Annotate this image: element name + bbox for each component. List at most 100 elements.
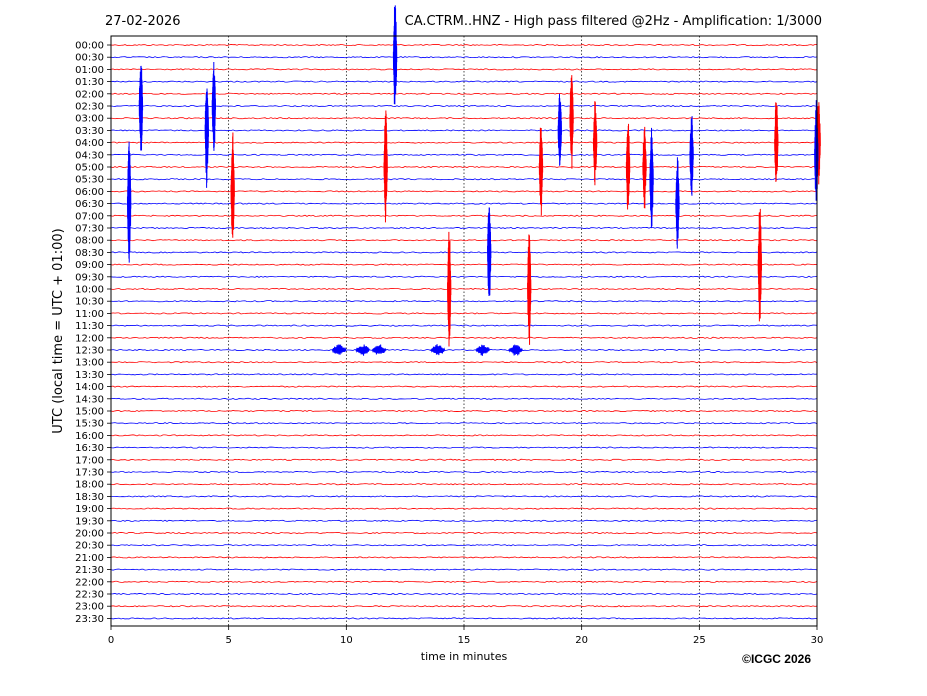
row-label-0230: 02:30 xyxy=(75,102,104,113)
seismic-events xyxy=(126,5,821,356)
row-label-0000: 00:00 xyxy=(75,41,104,52)
x-tick-label-5: 5 xyxy=(225,635,231,646)
row-label-1430: 14:30 xyxy=(75,394,104,405)
trace-row-1200 xyxy=(110,336,818,339)
event-burst-17 xyxy=(126,141,132,263)
event-burst-1 xyxy=(138,65,144,151)
row-label-0300: 03:00 xyxy=(75,114,104,125)
row-label-0600: 06:00 xyxy=(75,187,104,198)
row-label-0200: 02:00 xyxy=(75,89,104,100)
trace-row-0100 xyxy=(110,68,818,71)
row-label-2130: 21:30 xyxy=(75,565,104,576)
trace-row-1230 xyxy=(110,348,818,352)
row-label-1130: 11:30 xyxy=(75,321,104,332)
trace-row-1000 xyxy=(110,287,818,291)
row-label-1400: 14:00 xyxy=(75,382,104,393)
event-burst-9 xyxy=(689,116,694,196)
event-burst-5 xyxy=(557,93,562,166)
x-tick-label-25: 25 xyxy=(693,635,706,646)
trace-row-0530 xyxy=(110,178,818,181)
trace-row-0500 xyxy=(110,165,818,169)
trace-row-2100 xyxy=(110,556,818,559)
row-label-1000: 10:00 xyxy=(75,285,104,296)
plot-title: CA.CTRM..HNZ - High pass filtered @2Hz -… xyxy=(405,14,822,29)
x-tick-label-30: 30 xyxy=(811,635,824,646)
row-label-0700: 07:00 xyxy=(75,211,104,222)
minor-burst-4 xyxy=(475,344,491,356)
trace-row-1030 xyxy=(110,300,818,303)
row-label-0730: 07:30 xyxy=(75,224,104,235)
row-label-1630: 16:30 xyxy=(75,443,104,454)
event-burst-12 xyxy=(538,127,544,216)
event-burst-8 xyxy=(592,101,598,186)
row-label-2200: 22:00 xyxy=(75,577,104,588)
row-label-2000: 20:00 xyxy=(75,529,104,540)
row-label-0400: 04:00 xyxy=(75,138,104,149)
trace-row-0730 xyxy=(110,226,818,230)
trace-rows xyxy=(110,43,818,620)
row-label-1030: 10:30 xyxy=(75,297,104,308)
trace-row-2330 xyxy=(110,617,818,620)
minor-burst-0 xyxy=(331,344,347,355)
trace-row-0400 xyxy=(110,141,818,144)
row-label-2030: 20:30 xyxy=(75,541,104,552)
trace-row-0130 xyxy=(110,80,818,83)
row-label-0530: 05:30 xyxy=(75,175,104,186)
trace-row-1600 xyxy=(110,434,817,437)
trace-row-1730 xyxy=(110,470,818,474)
trace-row-1430 xyxy=(110,397,818,400)
trace-row-2230 xyxy=(110,592,818,596)
event-burst-2 xyxy=(211,62,217,151)
minor-burst-5 xyxy=(508,344,523,356)
trace-row-1630 xyxy=(110,446,818,449)
x-axis-label: time in minutes xyxy=(421,650,508,663)
row-label-0130: 01:30 xyxy=(75,77,104,88)
trace-row-1500 xyxy=(110,409,818,413)
row-label-0830: 08:30 xyxy=(75,248,104,259)
trace-row-1800 xyxy=(110,483,818,486)
row-label-2330: 23:30 xyxy=(75,614,104,625)
x-tick-label-20: 20 xyxy=(575,635,588,646)
trace-row-2030 xyxy=(110,544,818,547)
row-label-1600: 16:00 xyxy=(75,431,104,442)
row-label-1700: 17:00 xyxy=(75,455,104,466)
trace-row-1530 xyxy=(110,422,818,425)
trace-row-1830 xyxy=(110,495,818,498)
vertical-gridlines xyxy=(228,36,700,626)
row-label-0330: 03:30 xyxy=(75,126,104,137)
trace-row-1300 xyxy=(110,361,818,364)
row-label-1100: 11:00 xyxy=(75,309,104,320)
row-label-0100: 01:00 xyxy=(75,65,104,76)
minor-burst-2 xyxy=(371,344,387,355)
row-label-2230: 22:30 xyxy=(75,590,104,601)
row-label-1330: 13:30 xyxy=(75,370,104,381)
trace-row-0700 xyxy=(110,214,818,217)
event-burst-11 xyxy=(383,110,388,223)
row-label-0430: 04:30 xyxy=(75,150,104,161)
event-burst-14 xyxy=(642,126,647,209)
trace-row-1900 xyxy=(110,507,818,510)
trace-row-0900 xyxy=(110,263,818,266)
trace-row-0330 xyxy=(110,129,818,132)
row-label-1800: 18:00 xyxy=(75,480,104,491)
row-label-1530: 15:30 xyxy=(75,419,104,430)
trace-row-0200 xyxy=(110,92,818,95)
event-burst-19 xyxy=(487,207,492,297)
trace-row-2200 xyxy=(110,580,818,583)
trace-row-2300 xyxy=(110,605,818,608)
row-label-1300: 13:00 xyxy=(75,358,104,369)
minor-burst-1 xyxy=(355,344,371,356)
event-burst-4 xyxy=(204,88,209,188)
trace-row-0300 xyxy=(110,117,818,120)
row-label-1230: 12:30 xyxy=(75,346,104,357)
event-burst-6 xyxy=(774,102,779,182)
trace-row-2130 xyxy=(110,568,818,571)
row-label-0930: 09:30 xyxy=(75,272,104,283)
event-burst-21 xyxy=(447,231,452,347)
row-label-1200: 12:00 xyxy=(75,333,104,344)
row-label-0800: 08:00 xyxy=(75,236,104,247)
minor-burst-3 xyxy=(430,344,446,356)
row-label-0900: 09:00 xyxy=(75,260,104,271)
